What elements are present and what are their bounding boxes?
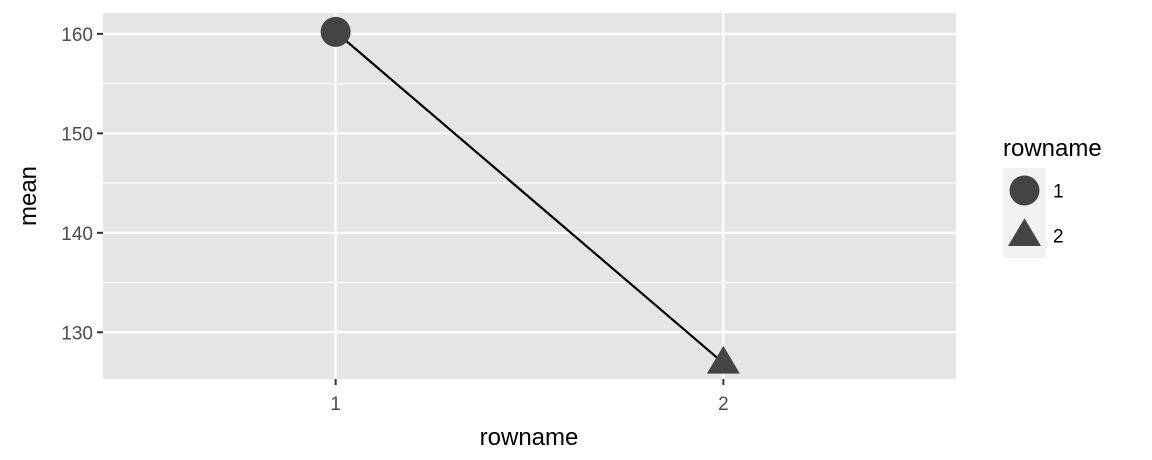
legend-title: rowname: [1003, 135, 1102, 162]
y-tick-label: 160: [61, 25, 93, 46]
series-line: [334, 31, 725, 364]
legend-label: 2: [1053, 227, 1064, 248]
x-tick-label: 1: [330, 394, 341, 415]
plot-panel: [103, 13, 956, 379]
legend-triangle-marker: [1008, 218, 1041, 247]
legend: rowname 1 2: [1003, 135, 1102, 258]
minor-gridlines: [103, 83, 956, 284]
legend-label: 1: [1053, 182, 1064, 203]
x-axis-title: rowname: [480, 424, 579, 451]
data-point-triangle: [706, 345, 740, 374]
legend-circle-marker: [1009, 175, 1040, 206]
y-tick-label: 140: [61, 224, 93, 245]
y-tick-label: 150: [61, 124, 93, 145]
data-point-circle: [320, 16, 351, 47]
y-tick-label: 130: [61, 323, 93, 344]
series: [320, 16, 740, 374]
y-axis-title: mean: [15, 166, 42, 226]
y-axis: 130 140 150 160: [61, 25, 103, 344]
major-gridlines: [103, 13, 956, 379]
x-tick-label: 2: [718, 394, 729, 415]
